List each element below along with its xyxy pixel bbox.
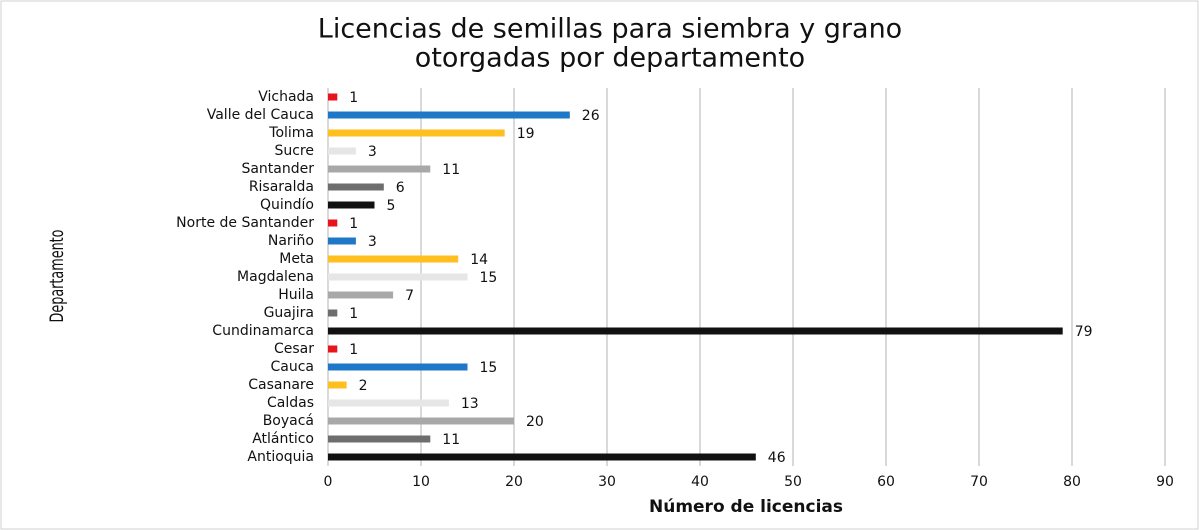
value-label: 11 [442, 432, 460, 448]
bar [328, 183, 384, 191]
y-tick-label: Tolima [268, 125, 314, 141]
x-tick-label: 10 [412, 474, 430, 490]
bar [328, 327, 1063, 335]
value-label: 1 [349, 90, 358, 106]
bar [328, 93, 338, 101]
y-tick-label: Magdalena [237, 269, 314, 285]
x-tick-label: 50 [784, 474, 802, 490]
x-axis-title: Número de licencias [649, 497, 843, 517]
value-label: 20 [526, 414, 544, 430]
bar [328, 147, 356, 155]
value-label: 15 [480, 270, 498, 286]
value-label: 3 [368, 234, 377, 250]
y-tick-label: Boyacá [263, 413, 314, 429]
value-label: 79 [1075, 324, 1093, 340]
bar [328, 399, 449, 407]
y-tick-label: Norte de Santander [176, 215, 314, 231]
value-label: 26 [582, 108, 600, 124]
x-tick-label: 70 [970, 474, 988, 490]
x-tick-label: 60 [877, 474, 895, 490]
y-tick-label: Guajira [264, 305, 314, 321]
bar [328, 363, 468, 371]
value-label: 14 [470, 252, 488, 268]
x-tick-label: 0 [324, 474, 333, 490]
bar [328, 273, 468, 281]
y-tick-label: Casanare [248, 377, 314, 393]
value-label: 7 [405, 288, 414, 304]
value-label: 5 [387, 198, 396, 214]
bar [328, 381, 347, 389]
y-tick-label: Sucre [274, 143, 314, 159]
x-tick-label: 80 [1063, 474, 1081, 490]
y-tick-label: Santander [241, 161, 314, 177]
bar [328, 219, 338, 227]
x-tick-label: 90 [1156, 474, 1174, 490]
value-label: 46 [768, 450, 786, 466]
value-label: 13 [461, 396, 479, 412]
value-label: 6 [396, 180, 405, 196]
y-tick-label: Meta [279, 251, 314, 267]
bar [328, 345, 338, 353]
y-tick-label: Cauca [270, 359, 314, 375]
bar [328, 111, 570, 119]
bar [328, 435, 431, 443]
bar [328, 201, 375, 209]
chart-title: Licencias de semillas para siembra y gra… [318, 14, 902, 45]
value-label: 1 [349, 216, 358, 232]
bar [328, 417, 514, 425]
bar [328, 237, 356, 245]
y-axis-title: Departamento [46, 229, 68, 322]
bar [328, 165, 431, 173]
y-tick-label: Huila [278, 287, 314, 303]
value-label: 1 [349, 306, 358, 322]
value-label: 1 [349, 342, 358, 358]
value-label: 11 [442, 162, 460, 178]
value-label: 2 [359, 378, 368, 394]
bar [328, 255, 459, 263]
y-tick-label: Antioquia [247, 449, 314, 465]
y-tick-label: Caldas [267, 395, 314, 411]
chart-title: otorgadas por departamento [415, 43, 805, 74]
bar [328, 129, 505, 137]
y-tick-label: Nariño [268, 233, 314, 249]
y-tick-label: Cundinamarca [212, 323, 314, 339]
x-tick-label: 20 [505, 474, 523, 490]
y-tick-label: Quindío [260, 197, 314, 213]
value-label: 15 [480, 360, 498, 376]
value-label: 19 [517, 126, 535, 142]
y-tick-label: Cesar [274, 341, 314, 357]
y-tick-label: Valle del Cauca [207, 107, 314, 123]
bar [328, 453, 756, 461]
bar [328, 291, 394, 299]
value-label: 3 [368, 144, 377, 160]
bar [328, 309, 338, 317]
y-tick-label: Atlántico [252, 431, 314, 447]
x-tick-label: 40 [691, 474, 709, 490]
y-tick-label: Risaralda [249, 179, 314, 195]
y-tick-label: Vichada [258, 89, 314, 105]
x-tick-label: 30 [598, 474, 616, 490]
